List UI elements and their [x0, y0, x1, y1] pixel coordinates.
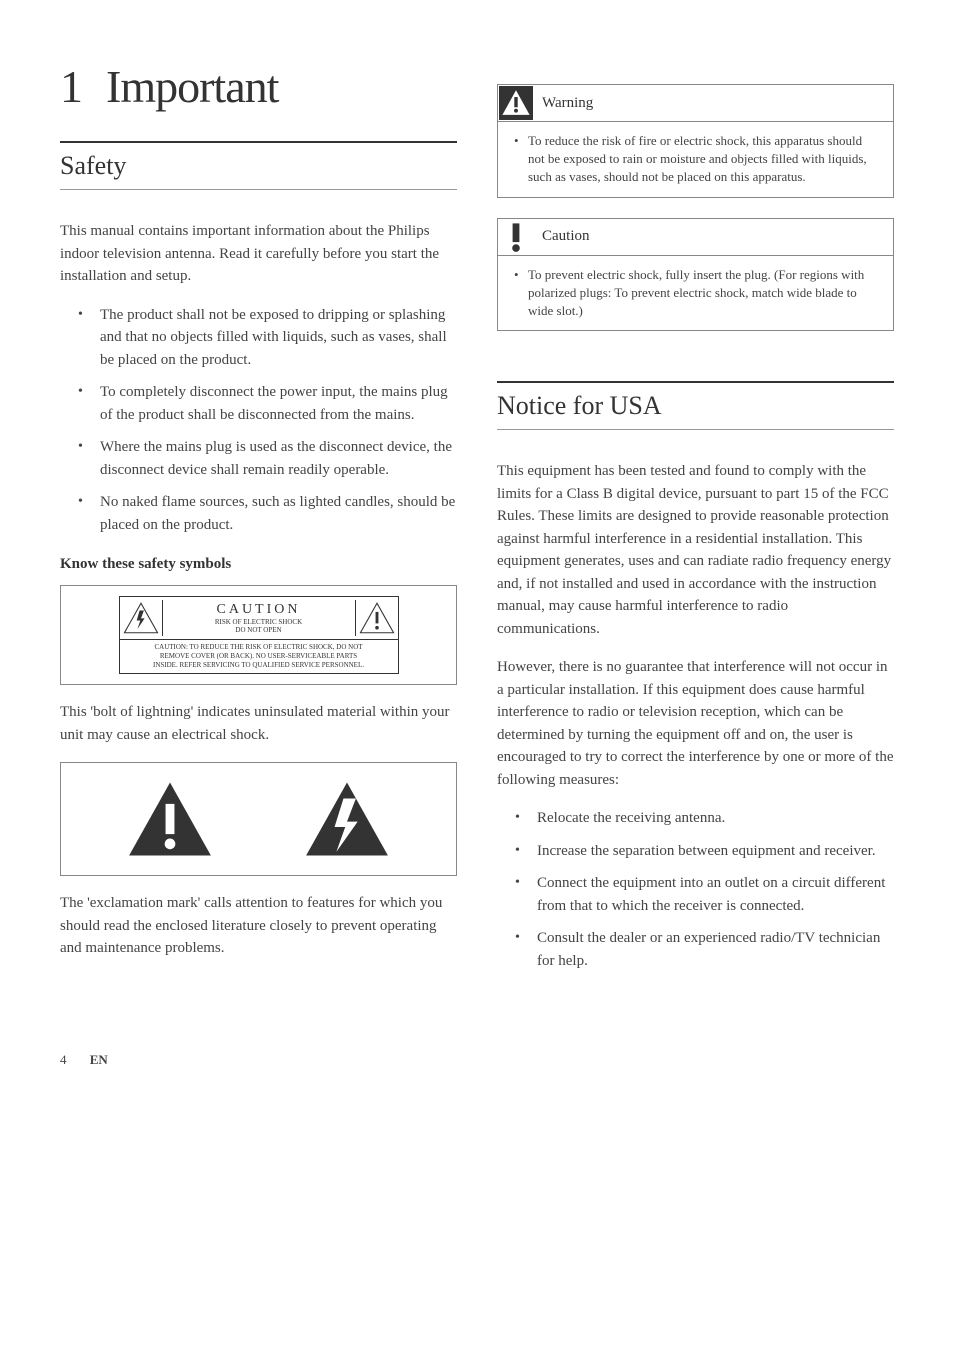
caution-label-bottom: CAUTION: TO REDUCE THE RISK OF ELECTRIC … — [119, 640, 399, 674]
page-footer: 4 EN — [60, 1052, 894, 1068]
lightning-triangle-small-icon — [120, 597, 162, 639]
caution-label-title: CAUTION — [217, 602, 301, 618]
safety-heading: Safety — [60, 141, 457, 190]
caution-label-box: CAUTION RISK OF ELECTRIC SHOCK DO NOT OP… — [60, 585, 457, 685]
list-item: Consult the dealer or an experienced rad… — [497, 927, 894, 972]
exclamation-triangle-large-icon — [125, 779, 215, 859]
bolt-description: This 'bolt of lightning' indicates unins… — [60, 701, 457, 746]
list-item: Connect the equipment into an outlet on … — [497, 872, 894, 917]
language-code: EN — [90, 1052, 108, 1067]
list-item: Where the mains plug is used as the disc… — [60, 436, 457, 481]
warning-text: To reduce the risk of fire or electric s… — [512, 132, 879, 187]
caution-title: Caution — [542, 222, 590, 251]
list-item: No naked flame sources, such as lighted … — [60, 491, 457, 536]
page-number: 4 — [60, 1052, 67, 1067]
symbols-heading: Know these safety symbols — [60, 556, 457, 573]
warning-icon — [498, 85, 534, 121]
caution-text: To prevent electric shock, fully insert … — [512, 266, 879, 321]
notice-usa-para2: However, there is no guarantee that inte… — [497, 656, 894, 791]
chapter-number: 1 — [60, 61, 82, 112]
warning-title: Warning — [542, 89, 593, 118]
caution-label-subtitle: RISK OF ELECTRIC SHOCK DO NOT OPEN — [215, 618, 302, 635]
list-item: Relocate the receiving antenna. — [497, 807, 894, 830]
warning-box: Warning To reduce the risk of fire or el… — [497, 84, 894, 198]
exclamation-triangle-small-icon — [356, 597, 398, 639]
chapter-title-text: Important — [106, 61, 278, 112]
list-item: To completely disconnect the power input… — [60, 381, 457, 426]
caution-box: Caution To prevent electric shock, fully… — [497, 218, 894, 332]
safety-bullet-list: The product shall not be exposed to drip… — [60, 304, 457, 537]
caution-icon — [498, 219, 534, 255]
safety-intro: This manual contains important informati… — [60, 220, 457, 288]
list-item: Increase the separation between equipmen… — [497, 840, 894, 863]
chapter-title: 1 Important — [60, 60, 457, 113]
notice-usa-bullet-list: Relocate the receiving antenna. Increase… — [497, 807, 894, 972]
list-item: The product shall not be exposed to drip… — [60, 304, 457, 372]
exclamation-description: The 'exclamation mark' calls attention t… — [60, 892, 457, 960]
notice-usa-para1: This equipment has been tested and found… — [497, 460, 894, 640]
notice-usa-heading: Notice for USA — [497, 381, 894, 430]
large-symbols-box — [60, 762, 457, 876]
lightning-triangle-large-icon — [302, 779, 392, 859]
